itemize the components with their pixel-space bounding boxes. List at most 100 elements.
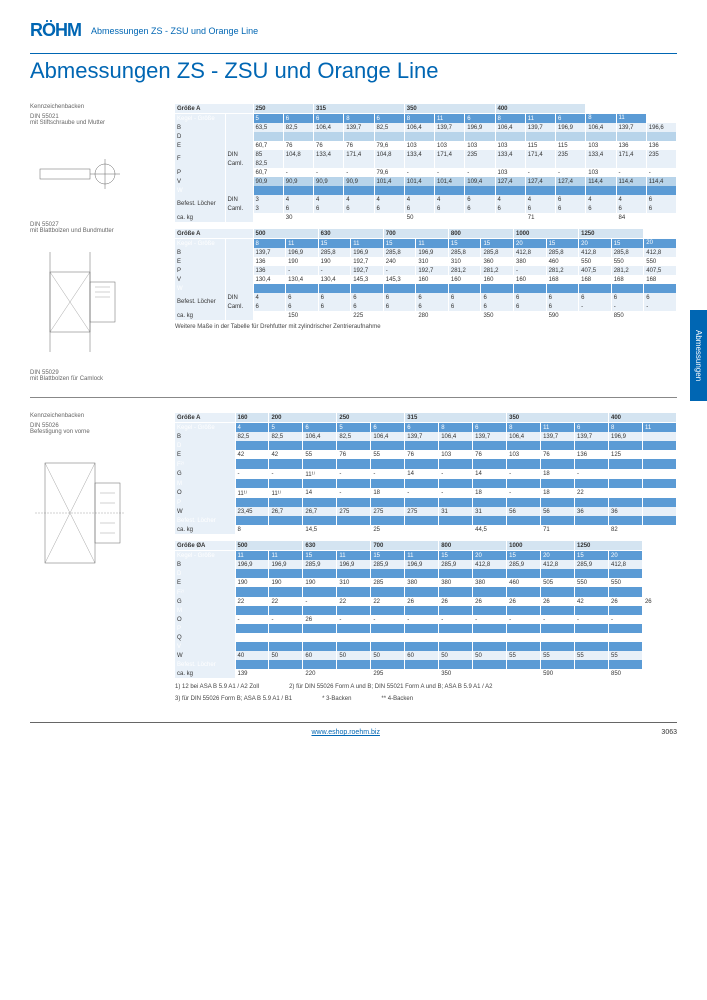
table-cell: 235 [465, 150, 495, 159]
table-cell: 4 [616, 195, 646, 204]
table-cell: 127,4 [556, 177, 586, 186]
table-cell [439, 569, 473, 578]
table-cell [579, 311, 612, 320]
table-cell: 412,8 [514, 248, 547, 257]
table-cell [303, 569, 337, 578]
note-1: Weitere Maße in der Tabelle für Drehfutt… [175, 324, 677, 330]
table-cell: 285 [371, 578, 405, 587]
table-cell: 590 [541, 669, 575, 678]
table-cell [269, 642, 303, 651]
table-cell: 42 [269, 450, 303, 459]
table-cell [556, 186, 586, 195]
table-cell: - [337, 615, 371, 624]
table-cell: 275 [405, 507, 439, 516]
table-cell [337, 606, 371, 615]
table-cell [575, 660, 609, 669]
table-cell [473, 587, 507, 597]
table-cell: 11 [541, 423, 575, 433]
table-cell: 6 [525, 204, 555, 213]
table-cell [644, 284, 677, 293]
table-cell: 20 [514, 239, 547, 249]
table-cell: - [473, 615, 507, 624]
table-cell: 101,4 [435, 177, 465, 186]
table-cell: 79,6 [374, 141, 404, 150]
table-cell: 106,4 [371, 432, 405, 441]
table-cell [507, 642, 541, 651]
table-cell [465, 159, 495, 168]
table-cell [405, 606, 439, 615]
table-cell: 6 [579, 293, 612, 302]
table-cell [383, 284, 416, 293]
table-cell [269, 669, 303, 678]
table-cell [575, 633, 609, 642]
table-cell [405, 669, 439, 678]
table-cell: P [175, 168, 225, 177]
table-cell: 14 [405, 469, 439, 479]
table-cell: 15 [318, 239, 351, 249]
table-cell: 6 [404, 204, 434, 213]
table-cell: D [175, 569, 235, 578]
table-cell [225, 284, 253, 293]
table-cell: 225 [351, 311, 384, 320]
table-cell: 14,5 [303, 525, 337, 534]
table-cell: 460 [546, 257, 579, 266]
table-cell: 71 [541, 525, 575, 534]
table-cell: 82,5 [337, 432, 371, 441]
table-cell: 26 [541, 597, 575, 606]
table-cell [608, 441, 642, 450]
table-cell: - [556, 168, 586, 177]
table-cell: B [175, 123, 225, 132]
table-cell [642, 525, 676, 534]
table-cell: 18 [371, 488, 405, 498]
table-cell [371, 479, 405, 488]
table-cell: 11 [286, 239, 319, 249]
table-cell: - [269, 615, 303, 624]
table-cell: 139,7 [473, 432, 507, 441]
table-cell: 101,4 [404, 177, 434, 186]
table-cell: 285,8 [611, 248, 644, 257]
table-cell [541, 516, 575, 525]
table-cell: 103 [586, 141, 616, 150]
table-cell: 6 [448, 302, 481, 311]
table-cell: 5 [337, 423, 371, 433]
table-cell: 8 [344, 114, 374, 124]
table-cell: 150 [286, 311, 319, 320]
table-cell: 11 [416, 239, 449, 249]
table-cell: 6 [416, 293, 449, 302]
table-cell [439, 642, 473, 651]
table-cell [642, 450, 676, 459]
table-cell: 103 [465, 141, 495, 150]
table-cell [608, 587, 642, 597]
table-cell: 4 [374, 195, 404, 204]
table-cell [383, 311, 416, 320]
page-number: 3063 [661, 729, 677, 736]
table-cell: Kegel - Größe [175, 551, 235, 561]
table-cell: F²⁾ [175, 459, 235, 469]
table-cell [269, 498, 303, 507]
footer-link[interactable]: www.eshop.roehm.biz [311, 729, 379, 736]
table-cell [405, 479, 439, 488]
table-cell: 6 [575, 423, 609, 433]
table-cell [286, 284, 319, 293]
table-cell: 11 [337, 551, 371, 561]
table-cell [225, 257, 253, 266]
table-cell [235, 587, 269, 597]
table-cell: 6 [351, 293, 384, 302]
table-cell: 380 [439, 578, 473, 587]
table-cell: 8 [253, 239, 286, 249]
table-cell: 26 [405, 597, 439, 606]
table-cell: 36 [608, 507, 642, 516]
table-cell: 6 [374, 204, 404, 213]
table-cell [586, 213, 616, 222]
table-cell [642, 459, 676, 469]
table-cell [575, 569, 609, 578]
table-cell [337, 669, 371, 678]
table-cell [303, 498, 337, 507]
table-cell: 4 [314, 195, 344, 204]
table-cell [546, 284, 579, 293]
table-cell: 26 [473, 597, 507, 606]
table-cell: 5 [269, 423, 303, 433]
table-cell: 125 [608, 450, 642, 459]
table-cell: Caml. [225, 159, 253, 168]
table-cell [269, 459, 303, 469]
